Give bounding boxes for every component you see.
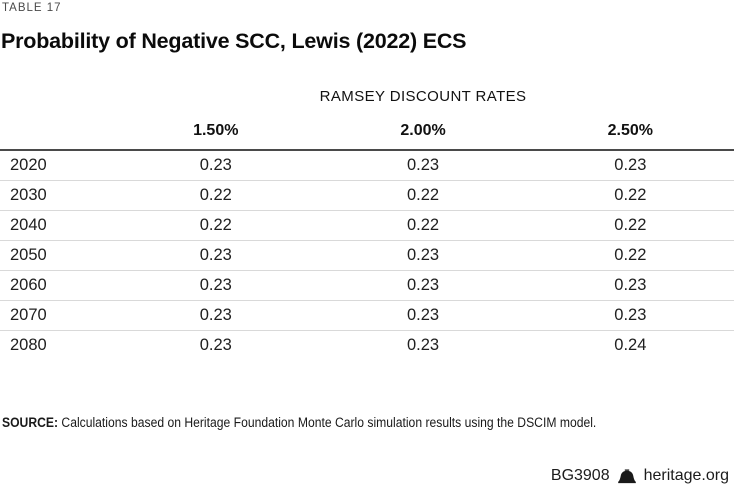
cell-value: 0.23 xyxy=(112,239,320,270)
cell-value: 0.24 xyxy=(526,329,734,360)
cell-value: 0.22 xyxy=(526,239,734,270)
cell-value: 0.23 xyxy=(526,269,734,300)
cell-value: 0.22 xyxy=(319,179,527,210)
row-year: 2060 xyxy=(0,269,113,300)
cell-value: 0.22 xyxy=(319,209,527,240)
cell-value: 0.23 xyxy=(112,299,320,330)
row-year: 2040 xyxy=(0,209,113,240)
row-year: 2070 xyxy=(0,299,113,330)
group-header-spacer xyxy=(0,88,112,105)
document-id: BG3908 xyxy=(550,467,610,484)
cell-value: 0.23 xyxy=(319,269,527,300)
liberty-bell-icon xyxy=(617,468,637,484)
source-note: SOURCE: Calculations based on Heritage F… xyxy=(2,415,596,430)
page-title: Probability of Negative SCC, Lewis (2022… xyxy=(1,29,467,53)
row-year: 2020 xyxy=(10,155,47,174)
cell-value: 0.23 xyxy=(319,329,527,360)
group-header-row: RAMSEY DISCOUNT RATES xyxy=(0,88,734,105)
cell-value: 0.22 xyxy=(526,209,734,240)
cell-value: 0.23 xyxy=(199,155,232,174)
cell-value: 0.23 xyxy=(319,239,527,270)
cell-value: 0.23 xyxy=(406,155,440,174)
cell-value: 0.23 xyxy=(614,155,647,174)
table-row: 2030 0.22 0.22 0.22 xyxy=(0,179,734,210)
scc-probability-table: RAMSEY DISCOUNT RATES 1.50% 2.00% 2.50% … xyxy=(0,88,734,360)
row-year: 2050 xyxy=(0,239,113,270)
cell-value: 0.23 xyxy=(112,329,320,360)
cell-value: 0.23 xyxy=(526,299,734,330)
column-header-row: 1.50% 2.00% 2.50% xyxy=(0,105,734,151)
footer: BG3908 heritage.org xyxy=(551,467,729,485)
cell-value: 0.22 xyxy=(112,179,320,210)
table-row: 2080 0.23 0.23 0.24 xyxy=(0,329,734,360)
corner-cell xyxy=(0,105,113,151)
column-header-rate-1: 1.50% xyxy=(112,105,320,151)
row-year: 2080 xyxy=(0,329,113,360)
cell-value: 0.22 xyxy=(112,209,320,240)
table-row: 2050 0.23 0.23 0.22 xyxy=(0,239,734,270)
cell-value: 0.23 xyxy=(319,299,527,330)
cell-value: 0.22 xyxy=(526,179,734,210)
table-number-label: TABLE 17 xyxy=(2,2,62,14)
table-row: 2070 0.23 0.23 0.23 xyxy=(0,299,734,330)
table-row: 2040 0.22 0.22 0.22 xyxy=(0,209,734,240)
column-header-rate-3: 2.50% xyxy=(526,105,734,151)
row-year: 2030 xyxy=(0,179,113,210)
group-header: RAMSEY DISCOUNT RATES xyxy=(319,88,527,105)
cell-value: 0.23 xyxy=(112,269,320,300)
column-header-rate-2: 2.00% xyxy=(319,105,527,151)
source-text: Calculations based on Heritage Foundatio… xyxy=(58,415,597,430)
table-row: 2060 0.23 0.23 0.23 xyxy=(0,269,734,300)
source-label: SOURCE: xyxy=(2,415,59,430)
site-name: heritage.org xyxy=(643,467,729,484)
table-row: 2020 0.23 0.23 0.23 xyxy=(0,150,734,180)
